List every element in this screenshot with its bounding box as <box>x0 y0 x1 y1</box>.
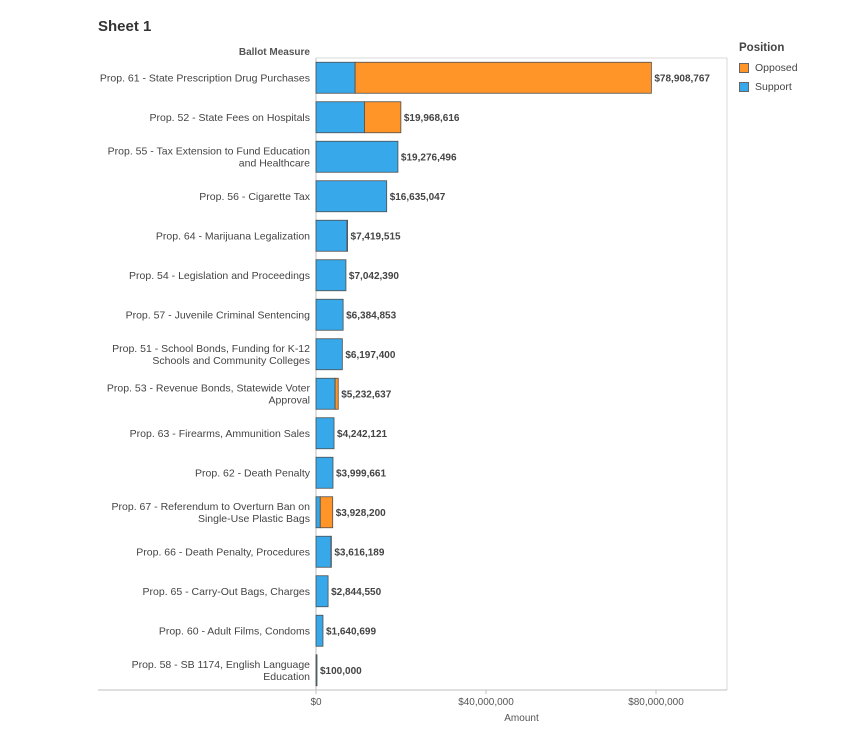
category-label: Prop. 55 - Tax Extension to Fund Educati… <box>108 145 311 169</box>
category-label: Prop. 54 - Legislation and Proceedings <box>129 270 310 282</box>
category-label: Prop. 61 - State Prescription Drug Purch… <box>100 72 310 84</box>
category-label: Prop. 66 - Death Penalty, Procedures <box>136 546 310 558</box>
bar-value-label: $19,968,616 <box>404 113 460 124</box>
category-label-line: Approval <box>269 394 310 406</box>
category-label-line: Prop. 53 - Revenue Bonds, Statewide Vote… <box>107 382 311 394</box>
category-label-line: Prop. 55 - Tax Extension to Fund Educati… <box>108 145 311 157</box>
category-label: Prop. 56 - Cigarette Tax <box>199 191 310 203</box>
bar-support <box>315 61 356 94</box>
category-label: Prop. 60 - Adult Films, Condoms <box>159 625 310 637</box>
category-label: Prop. 52 - State Fees on Hospitals <box>150 112 311 124</box>
bar-support <box>315 456 334 489</box>
category-label-line: Prop. 56 - Cigarette Tax <box>199 191 310 203</box>
category-label-line: Prop. 57 - Juvenile Criminal Sentencing <box>126 309 311 321</box>
bar-value-label: $1,640,699 <box>326 626 376 637</box>
category-label-line: Prop. 51 - School Bonds, Funding for K-1… <box>112 343 310 355</box>
category-label-line: Prop. 64 - Marijuana Legalization <box>156 230 310 242</box>
bar-support <box>315 575 329 608</box>
legend-label-opposed: Opposed <box>755 61 798 74</box>
category-label-line: Schools and Community Colleges <box>152 355 310 367</box>
legend-item-support[interactable]: Support <box>739 77 798 96</box>
category-label: Prop. 62 - Death Penalty <box>195 467 311 479</box>
bar-support <box>315 417 335 450</box>
bar-value-label: $3,616,189 <box>334 547 384 558</box>
legend: Position Opposed Support <box>739 42 798 96</box>
bar-support <box>315 338 343 371</box>
x-axis-title: Amount <box>504 713 539 724</box>
bar-support <box>315 377 336 410</box>
category-label: Prop. 67 - Referendum to Overturn Ban on… <box>112 501 311 525</box>
bar-support <box>315 654 318 687</box>
category-label: Prop. 64 - Marijuana Legalization <box>156 230 310 242</box>
category-label: Prop. 63 - Firearms, Ammunition Sales <box>130 428 310 440</box>
legend-item-opposed[interactable]: Opposed <box>739 58 798 77</box>
category-label: Prop. 53 - Revenue Bonds, Statewide Vote… <box>107 382 311 406</box>
category-label: Prop. 51 - School Bonds, Funding for K-1… <box>112 343 310 367</box>
x-tick-label: $0 <box>310 697 322 708</box>
category-label-line: and Healthcare <box>239 157 310 169</box>
x-tick-label: $40,000,000 <box>458 697 514 708</box>
bar-opposed <box>334 377 339 410</box>
category-label-line: Prop. 52 - State Fees on Hospitals <box>150 112 311 124</box>
category-label-line: Prop. 67 - Referendum to Overturn Ban on <box>112 501 311 513</box>
bar-support <box>315 180 388 213</box>
legend-title: Position <box>739 42 785 54</box>
bar-opposed <box>364 101 402 134</box>
bar-support <box>315 259 347 292</box>
bar-value-label: $6,384,853 <box>346 310 396 321</box>
bar-value-label: $6,197,400 <box>345 350 395 361</box>
bar-value-label: $3,928,200 <box>336 508 386 519</box>
x-tick-label: $80,000,000 <box>628 697 684 708</box>
legend-swatch-opposed <box>739 62 749 73</box>
category-label-line: Education <box>263 671 310 683</box>
bar-value-label: $100,000 <box>320 666 362 677</box>
bar-support <box>315 219 348 252</box>
bar-support <box>315 614 324 647</box>
category-label: Prop. 57 - Juvenile Criminal Sentencing <box>126 309 311 321</box>
category-label-line: Prop. 65 - Carry-Out Bags, Charges <box>143 586 310 598</box>
bar-support <box>315 535 332 568</box>
category-label-line: Prop. 66 - Death Penalty, Procedures <box>136 546 310 558</box>
category-label-line: Prop. 60 - Adult Films, Condoms <box>159 625 310 637</box>
bar-value-label: $16,635,047 <box>390 192 446 203</box>
row-header-label: Ballot Measure <box>238 47 310 58</box>
bar-opposed <box>354 61 652 94</box>
category-label-line: Single-Use Plastic Bags <box>198 513 310 525</box>
bar-value-label: $2,844,550 <box>331 587 381 598</box>
category-label: Prop. 65 - Carry-Out Bags, Charges <box>143 586 310 598</box>
bar-value-label: $7,419,515 <box>351 231 401 242</box>
legend-label-support: Support <box>755 80 792 93</box>
bar-support <box>315 298 344 331</box>
bar-value-label: $19,276,496 <box>401 152 457 163</box>
legend-swatch-support <box>739 81 749 92</box>
category-label-line: Prop. 58 - SB 1174, English Language <box>132 659 311 671</box>
bar-value-label: $7,042,390 <box>349 271 399 282</box>
category-label: Prop. 58 - SB 1174, English Language Educ… <box>132 659 311 683</box>
category-label-line: Prop. 62 - Death Penalty <box>195 467 311 479</box>
bar-value-label: $78,908,767 <box>654 73 710 84</box>
sheet-title: Sheet 1 <box>98 18 152 35</box>
bar-value-label: $4,242,121 <box>337 429 387 440</box>
category-label-line: Prop. 54 - Legislation and Proceedings <box>129 270 310 282</box>
bar-support <box>315 496 321 529</box>
category-label-line: Prop. 63 - Firearms, Ammunition Sales <box>130 428 310 440</box>
category-label-line: Prop. 61 - State Prescription Drug Purch… <box>100 72 310 84</box>
bar-value-label: $5,232,637 <box>341 389 391 400</box>
bar-support <box>315 101 365 134</box>
bar-value-label: $3,999,661 <box>336 468 386 479</box>
bar-opposed <box>319 496 334 529</box>
bar-support <box>315 140 399 173</box>
bar-opposed <box>346 219 348 252</box>
